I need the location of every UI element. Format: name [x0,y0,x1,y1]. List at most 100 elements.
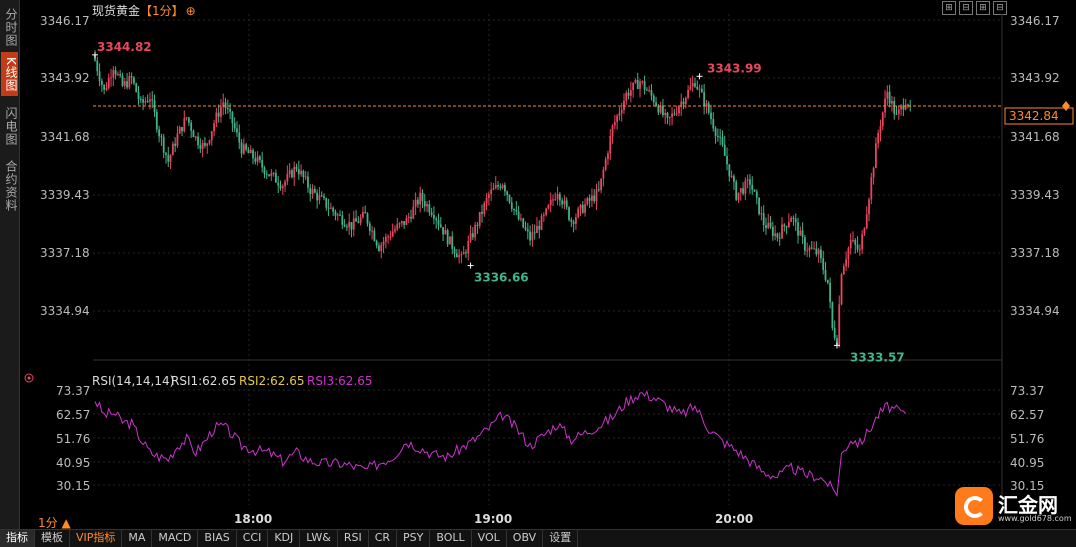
tab-bias[interactable]: BIAS [198,530,237,547]
candle-body [311,188,314,195]
tab-vip-indicator[interactable]: VIP指标 [70,530,123,547]
candle-body [485,198,488,203]
tab-lw[interactable]: LW& [300,530,338,547]
candle-body [545,208,548,215]
candle-body [110,77,112,79]
tab-ma[interactable]: MA [122,530,153,547]
candle-body [446,230,449,245]
restore-icon[interactable]: ⊟ [959,1,973,15]
candle-body [217,112,220,117]
candle-body [476,224,479,226]
candle-body [469,233,472,241]
candle-body [130,76,133,78]
add-icon[interactable]: ⊕ [185,4,196,18]
candle-body [870,177,873,200]
candle-body [520,218,522,220]
candle-body [430,212,433,216]
y-tick: 3346.17 [1010,14,1060,28]
settings-gear-icon[interactable] [24,373,34,383]
chart-title: 现货黄金【1分】 ⊕ [92,2,196,19]
candle-body [627,92,630,96]
candle-body [229,108,232,112]
candle-body [513,209,515,211]
x-axis: 18:00 19:00 20:00 [234,512,753,526]
candle-body [801,230,804,238]
logo-mark-icon [955,487,993,525]
candle-body [721,137,724,145]
candle-body [698,88,701,90]
candle-body [197,136,199,146]
candle-body [478,211,481,226]
tab-boll[interactable]: BOLL [430,530,472,547]
candle-body [568,207,570,220]
tab-settings[interactable]: 设置 [543,530,579,547]
candle-body [465,252,467,254]
rsi-tick: 73.37 [1010,384,1044,398]
indicator-bar: 指标 模板 VIP指标 MA MACD BIAS CCI KDJ LW& RSI… [0,529,1076,547]
tab-obv[interactable]: OBV [507,530,544,547]
minimize-icon[interactable]: ⊟ [993,1,1007,15]
tab-indicator[interactable]: 指标 [0,530,35,547]
candle-body [94,55,96,61]
candle-body [171,143,174,156]
candle-body [210,131,213,141]
tab-cr[interactable]: CR [369,530,398,547]
candle-body [213,123,215,132]
chart-canvas[interactable]: 3346.17 3343.92 3341.68 3339.43 3337.18 … [0,0,1076,530]
period-label[interactable]: 【1分】 [140,4,184,18]
candle-body [858,249,861,251]
tile-icon[interactable]: ⊞ [976,1,990,15]
candle-body [497,185,499,187]
rsi-tick: 62.57 [1010,408,1044,422]
y-tick: 3339.43 [40,188,90,202]
tab-template[interactable]: 模板 [35,530,70,547]
candle-body [204,142,206,146]
y-tick: 3343.92 [1010,71,1060,85]
candle-body [707,103,710,113]
candle-body [833,328,836,338]
candle-body [208,140,211,144]
candle-body [215,112,218,124]
candle-body [231,111,234,124]
maximize-icon[interactable]: ⊞ [942,1,956,15]
tab-macd[interactable]: MACD [152,530,199,547]
candle-body [815,248,818,255]
candle-body [142,99,144,103]
candle-body [852,240,854,242]
rsi1-value: RSI1:62.65 [171,374,237,388]
tab-rsi[interactable]: RSI [338,530,369,547]
site-logo: 汇金网 www.gold678.com [955,487,1072,525]
candle-body [286,173,289,182]
candle-body [826,279,829,283]
candle-body [265,173,268,175]
tab-kline[interactable]: K线图 [1,52,18,96]
candle-body [629,90,632,96]
candle-body [808,247,811,251]
candle-body [575,217,577,224]
candle-body [423,200,426,207]
tab-flash[interactable]: 闪电图 [4,106,18,146]
candle-body [586,198,589,205]
candle-body [847,248,850,260]
tab-timeshare[interactable]: 分时图 [4,7,18,47]
tab-contract-info[interactable]: 合约资料 [4,160,18,212]
candle-body [96,60,99,72]
candle-body [357,221,360,223]
candle-body [492,188,495,190]
candle-body [726,155,728,165]
period-selector[interactable]: 1分 ▲ [38,516,71,530]
candle-body [831,302,834,329]
tab-vol[interactable]: VOL [472,530,507,547]
tab-kdj[interactable]: KDJ [268,530,301,547]
rsi-y-axis-right: 73.37 62.57 51.76 40.95 30.15 [1010,384,1044,493]
candle-body [572,221,575,224]
candle-body [730,176,733,178]
candle-body [581,204,584,213]
y-tick: 3337.18 [40,246,90,260]
candle-body [664,112,667,116]
tab-cci[interactable]: CCI [237,530,269,547]
candle-body [684,97,687,105]
candle-body [144,101,147,103]
tab-psy[interactable]: PSY [397,530,431,547]
logo-name: 汇金网 [998,493,1058,517]
